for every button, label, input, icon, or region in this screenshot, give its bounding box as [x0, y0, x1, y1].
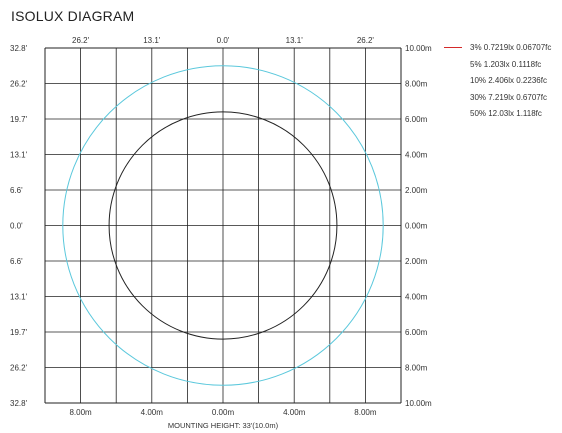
y-left-tick-label: 13.1' [10, 293, 28, 302]
x-bottom-tick-label: 4.00m [283, 408, 306, 417]
y-right-tick-label: 8.00m [405, 364, 428, 373]
x-top-tick-label: 13.1' [143, 36, 161, 45]
y-left-tick-label: 32.8' [10, 44, 28, 53]
x-top-tick-label: 0.0' [217, 36, 230, 45]
x-bottom-tick-label: 8.00m [69, 408, 92, 417]
x-top-tick-label: 13.1' [286, 36, 304, 45]
y-right-tick-label: 2.00m [405, 257, 428, 266]
x-axis-label: MOUNTING HEIGHT: 33'(10.0m) [168, 421, 279, 430]
y-left-tick-label: 26.2' [10, 364, 28, 373]
isolux-contour-1 [62, 65, 384, 386]
y-right-tick-label: 0.00m [405, 222, 428, 231]
x-top-tick-label: 26.2' [72, 36, 90, 45]
y-right-tick-label: 4.00m [405, 293, 428, 302]
legend-label: 5% 1.203lx 0.1118fc [470, 59, 542, 69]
y-right-tick-label: 10.00m [405, 44, 432, 53]
y-left-tick-label: 19.7' [10, 328, 28, 337]
legend-label: 50% 12.03lx 1.118fc [470, 109, 542, 118]
y-right-tick-label: 2.00m [405, 186, 428, 195]
y-left-tick-label: 19.7' [10, 115, 28, 124]
y-right-tick-label: 8.00m [405, 80, 428, 89]
x-bottom-tick-label: 0.00m [212, 408, 235, 417]
x-bottom-tick-label: 4.00m [141, 408, 164, 417]
y-left-tick-label: 6.6' [10, 186, 23, 195]
legend-line-swatch [444, 47, 462, 48]
chart-title: ISOLUX DIAGRAM [11, 8, 135, 24]
legend-label: 30% 7.219lx 0.6707fc [470, 92, 547, 102]
x-top-tick-label: 26.2' [357, 36, 375, 45]
legend-label: 3% 0.7219lx 0.06707fc [470, 43, 552, 52]
legend-label: 10% 2.406lx 0.2236fc [470, 76, 547, 85]
y-right-tick-label: 10.00m [405, 399, 432, 408]
y-right-tick-label: 6.00m [405, 115, 428, 124]
y-left-tick-label: 26.2' [10, 80, 28, 89]
y-left-tick-label: 32.8' [10, 399, 28, 408]
y-right-tick-label: 4.00m [405, 151, 428, 160]
y-left-tick-label: 0.0' [10, 222, 23, 231]
y-left-tick-label: 6.6' [10, 257, 23, 266]
y-left-tick-label: 13.1' [10, 151, 28, 160]
isolux-contour-2 [108, 111, 338, 340]
x-bottom-tick-label: 8.00m [354, 408, 377, 417]
y-right-tick-label: 6.00m [405, 328, 428, 337]
